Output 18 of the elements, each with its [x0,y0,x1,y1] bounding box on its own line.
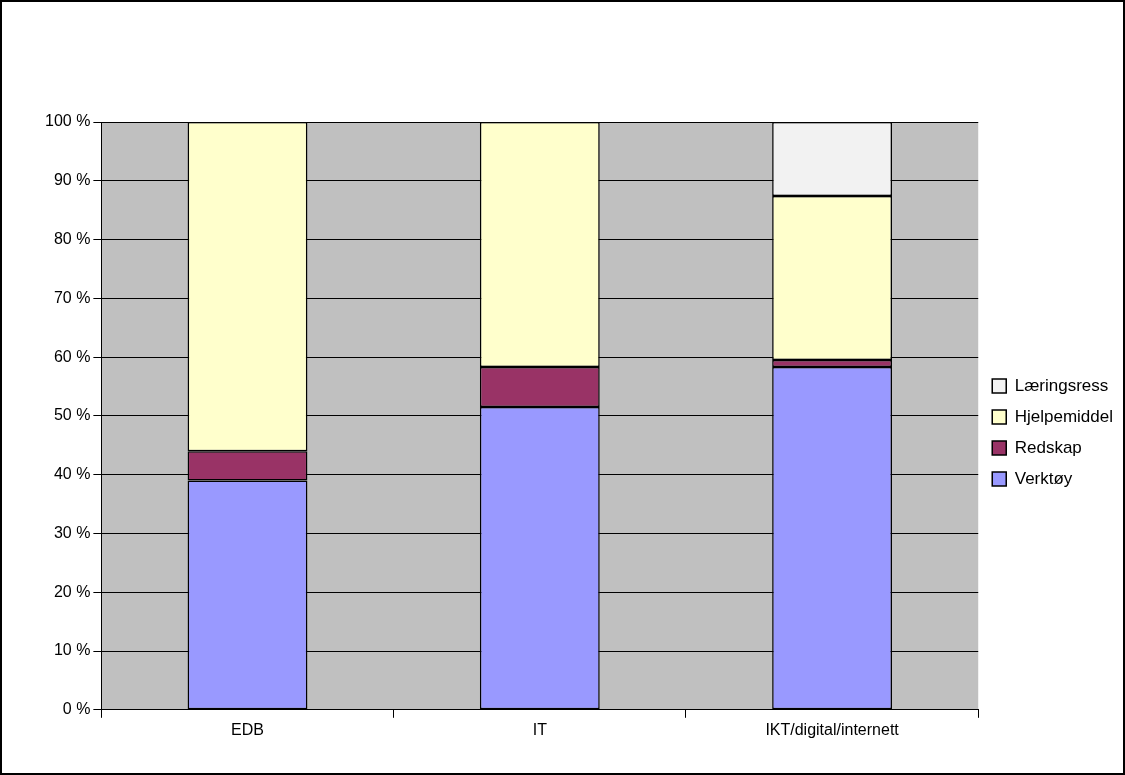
y-tick-label: 30 % [53,523,91,541]
y-tick-label: 60 % [53,347,91,365]
legend-label: Hjelpemiddel [1014,406,1114,426]
y-tick-label: 50 % [53,406,91,424]
legend-label: Læringsress [1014,375,1109,395]
y-tick-label: 10 % [53,641,91,659]
legend-label: Verktøy [1014,468,1073,488]
x-tick-label: IKT/digital/internett [765,720,900,738]
y-tick-label: 80 % [53,229,91,247]
y-tick-label: 100 % [44,112,91,130]
x-tick-label: EDB [231,720,264,738]
y-tick-label: 40 % [53,465,91,483]
y-tick-label: 70 % [53,288,91,306]
y-tick-label: 0 % [62,700,91,718]
y-tick-label: 90 % [53,171,91,189]
legend-label: Redskap [1014,437,1082,457]
x-tick-label: IT [532,720,548,738]
y-tick-label: 20 % [53,582,91,600]
